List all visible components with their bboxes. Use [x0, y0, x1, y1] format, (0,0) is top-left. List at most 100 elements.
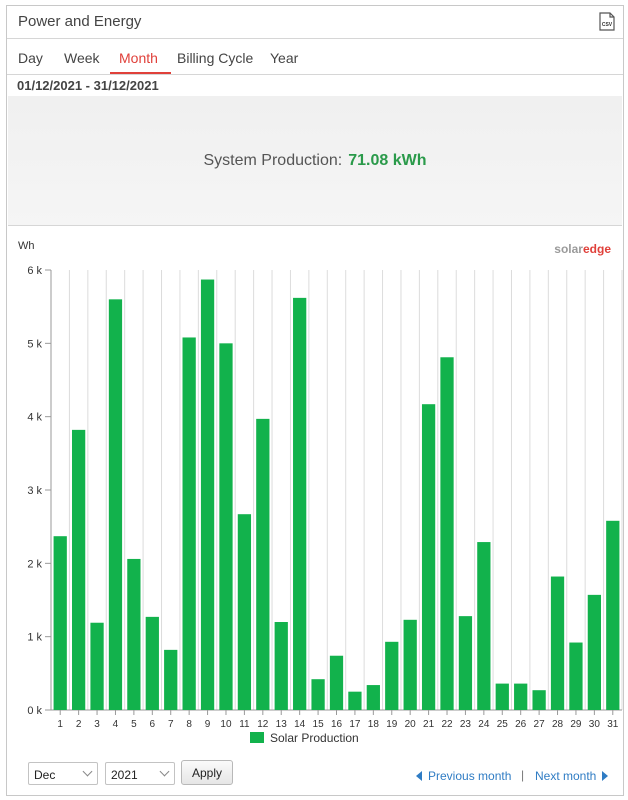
- chevron-down-icon: [82, 766, 93, 777]
- bar-day-28: [550, 576, 565, 710]
- bar-day-2: [71, 429, 86, 710]
- bar-day-26: [514, 683, 528, 710]
- x-tick-label: 15: [313, 719, 325, 730]
- bar-day-8: [182, 337, 196, 710]
- bar-day-9: [200, 279, 215, 710]
- bar-day-6: [145, 616, 159, 710]
- bar-day-11: [237, 514, 252, 710]
- next-month-label: Next month: [535, 769, 597, 783]
- widget-title: Power and Energy: [18, 13, 142, 30]
- bar-day-23: [458, 616, 473, 710]
- x-tick-label: 12: [257, 719, 269, 730]
- summary-label: System Production:: [203, 152, 343, 169]
- y-tick-label: 4 k: [27, 412, 42, 424]
- bar-day-22: [440, 357, 454, 710]
- previous-month-link[interactable]: Previous month: [416, 769, 511, 783]
- summary-value: 71.08 kWh: [348, 152, 427, 169]
- year-select[interactable]: 2021: [105, 762, 175, 785]
- tab-day[interactable]: Day: [18, 50, 43, 66]
- next-month-link[interactable]: Next month: [535, 769, 609, 783]
- period-tabs: Day Week Month Billing Cycle Year: [7, 40, 623, 75]
- bar-day-19: [385, 641, 399, 710]
- bar-day-15: [311, 679, 325, 710]
- bar-day-18: [366, 685, 380, 710]
- bar-day-24: [477, 542, 491, 710]
- x-tick-label: 31: [607, 719, 619, 730]
- bar-day-3: [90, 622, 104, 710]
- y-axis-label: Wh: [18, 240, 35, 252]
- chart-legend[interactable]: Solar Production: [250, 731, 359, 745]
- bar-day-17: [348, 691, 362, 710]
- x-tick-label: 17: [349, 719, 361, 730]
- bar-day-14: [293, 297, 307, 710]
- x-tick-label: 20: [405, 719, 417, 730]
- bar-day-12: [256, 418, 270, 710]
- month-select[interactable]: Dec: [28, 762, 98, 785]
- x-tick-label: 24: [478, 719, 490, 730]
- bar-day-1: [53, 536, 67, 710]
- tab-week[interactable]: Week: [64, 50, 100, 66]
- x-tick-label: 9: [205, 719, 211, 730]
- y-tick-label: 5 k: [27, 338, 42, 350]
- tab-year[interactable]: Year: [270, 50, 299, 66]
- month-select-value: Dec: [34, 768, 56, 782]
- x-tick-label: 26: [515, 719, 527, 730]
- x-tick-label: 7: [168, 719, 174, 730]
- y-tick-label: 2 k: [27, 558, 42, 570]
- bar-day-10: [219, 343, 233, 710]
- y-tick-label: 3 k: [27, 485, 42, 497]
- x-tick-label: 11: [239, 719, 250, 730]
- previous-month-label: Previous month: [428, 769, 512, 783]
- bar-day-20: [403, 619, 417, 710]
- x-tick-label: 10: [220, 719, 232, 730]
- bar-day-21: [421, 404, 436, 710]
- bar-day-7: [164, 649, 178, 710]
- x-tick-label: 4: [113, 719, 119, 730]
- bar-day-4: [108, 299, 123, 710]
- x-tick-label: 2: [76, 719, 82, 730]
- solaredge-logo: solaredge: [554, 242, 611, 256]
- x-tick-label: 22: [441, 719, 453, 730]
- widget-header: Power and Energy CSV: [7, 6, 623, 39]
- x-tick-label: 8: [186, 719, 192, 730]
- x-tick-label: 1: [57, 719, 63, 730]
- bar-day-5: [127, 558, 141, 710]
- production-summary: System Production: 71.08 kWh: [8, 96, 622, 226]
- x-tick-label: 5: [131, 719, 137, 730]
- date-range-bar: 01/12/2021 - 31/12/2021: [7, 74, 623, 96]
- x-tick-label: 16: [331, 719, 343, 730]
- bar-day-13: [274, 622, 288, 710]
- x-tick-label: 29: [570, 719, 582, 730]
- legend-label: Solar Production: [270, 731, 359, 745]
- tab-month[interactable]: Month: [119, 50, 158, 66]
- active-tab-indicator: [110, 72, 171, 75]
- bar-day-27: [532, 690, 546, 710]
- x-tick-label: 27: [534, 719, 546, 730]
- tab-billing-cycle[interactable]: Billing Cycle: [177, 50, 254, 66]
- date-range: 01/12/2021 - 31/12/2021: [17, 78, 159, 93]
- x-tick-label: 30: [589, 719, 601, 730]
- x-tick-label: 21: [423, 719, 435, 730]
- chevron-down-icon: [159, 766, 170, 777]
- x-tick-label: 14: [294, 719, 306, 730]
- csv-export-icon[interactable]: CSV: [599, 12, 615, 31]
- triangle-right-icon: [602, 771, 609, 781]
- x-tick-label: 28: [552, 719, 564, 730]
- apply-button[interactable]: Apply: [181, 760, 233, 785]
- x-tick-label: 18: [368, 719, 380, 730]
- year-select-value: 2021: [111, 768, 138, 782]
- y-tick-label: 0 k: [27, 705, 42, 717]
- bar-day-29: [569, 642, 583, 710]
- x-tick-label: 3: [94, 719, 100, 730]
- bar-day-16: [329, 655, 344, 710]
- x-tick-label: 19: [386, 719, 398, 730]
- y-tick-label: 1 k: [27, 632, 42, 644]
- svg-text:CSV: CSV: [602, 22, 613, 28]
- bar-day-31: [606, 520, 620, 710]
- triangle-left-icon: [416, 771, 422, 781]
- x-tick-label: 13: [276, 719, 288, 730]
- x-tick-label: 6: [150, 719, 156, 730]
- legend-swatch: [250, 732, 264, 743]
- summary-text: System Production: 71.08 kWh: [8, 152, 622, 170]
